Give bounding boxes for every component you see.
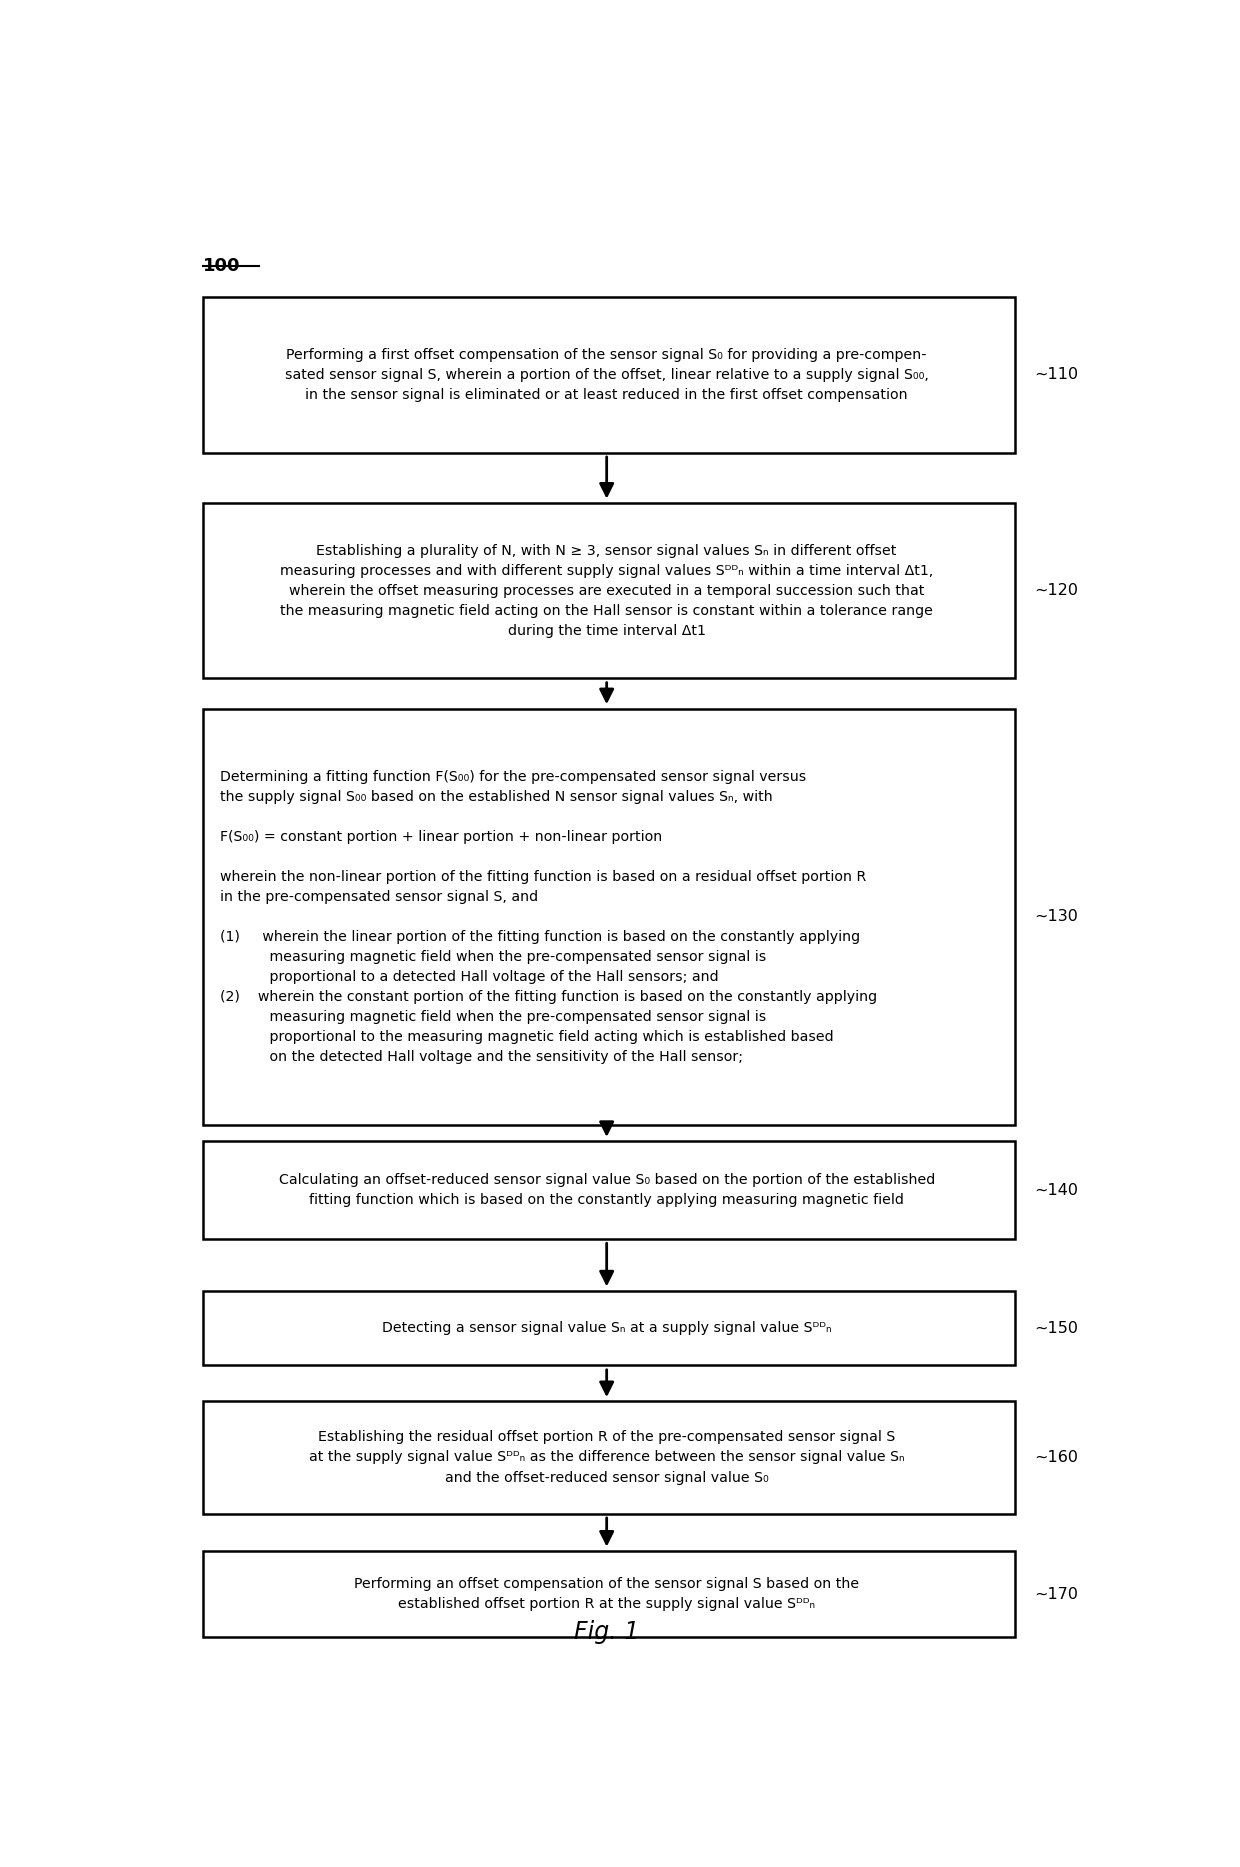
Text: 100: 100: [203, 258, 241, 274]
Text: ~150: ~150: [1034, 1320, 1079, 1335]
FancyBboxPatch shape: [203, 1290, 1016, 1365]
FancyBboxPatch shape: [203, 297, 1016, 452]
Text: Fig. 1: Fig. 1: [574, 1621, 640, 1645]
Text: ~130: ~130: [1034, 909, 1079, 924]
FancyBboxPatch shape: [203, 502, 1016, 678]
FancyBboxPatch shape: [203, 1402, 1016, 1514]
Text: Performing an offset compensation of the sensor signal S based on the
establishe: Performing an offset compensation of the…: [355, 1578, 859, 1611]
Text: ~170: ~170: [1034, 1587, 1079, 1602]
Text: Establishing the residual offset portion R of the pre-compensated sensor signal : Establishing the residual offset portion…: [309, 1430, 904, 1484]
Text: Establishing a plurality of N, with N ≥ 3, sensor signal values Sₙ in different : Establishing a plurality of N, with N ≥ …: [280, 543, 934, 639]
Text: ~160: ~160: [1034, 1451, 1079, 1466]
Text: ~110: ~110: [1034, 368, 1079, 383]
Text: ~140: ~140: [1034, 1182, 1079, 1197]
Text: Detecting a sensor signal value Sₙ at a supply signal value Sᴰᴰₙ: Detecting a sensor signal value Sₙ at a …: [382, 1322, 832, 1335]
Text: Determining a fitting function F(S₀₀) for the pre-compensated sensor signal vers: Determining a fitting function F(S₀₀) fo…: [221, 769, 878, 1064]
FancyBboxPatch shape: [203, 1551, 1016, 1637]
FancyBboxPatch shape: [203, 708, 1016, 1126]
FancyBboxPatch shape: [203, 1141, 1016, 1240]
Text: Calculating an offset-reduced sensor signal value S₀ based on the portion of the: Calculating an offset-reduced sensor sig…: [279, 1172, 935, 1208]
Text: Performing a first offset compensation of the sensor signal S₀ for providing a p: Performing a first offset compensation o…: [285, 347, 929, 401]
Text: ~120: ~120: [1034, 583, 1079, 597]
